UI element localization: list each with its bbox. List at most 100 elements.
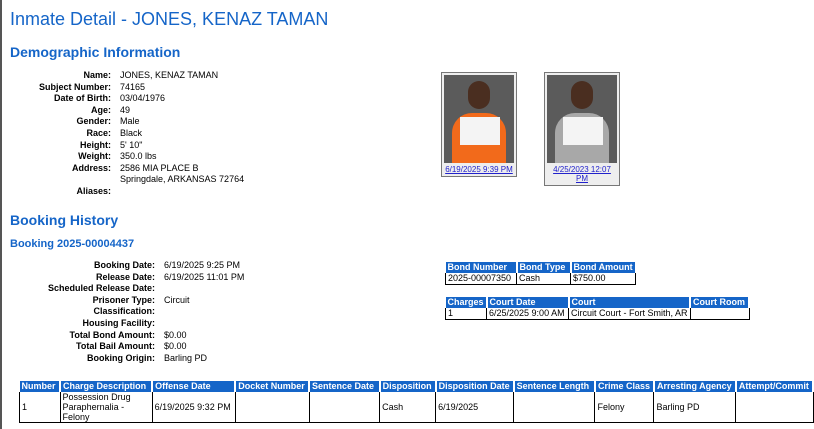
column-header: Court Date <box>486 297 570 308</box>
table-cell: Cash <box>516 273 571 285</box>
field-value: $0.00 <box>164 341 187 352</box>
column-header: Disposition <box>379 381 437 392</box>
column-header: Charge Description <box>60 381 154 392</box>
field-value: 2586 MIA PLACE B <box>120 162 199 173</box>
column-header: Sentence Length <box>513 381 596 392</box>
demographic-heading: Demographic Information <box>10 44 181 60</box>
table-cell: 1 <box>19 392 61 423</box>
photo-date-link[interactable]: 6/19/2025 9:39 PM <box>445 165 513 174</box>
table-cell: 6/25/2025 9:00 AM <box>486 308 570 320</box>
field-row: Classification: <box>0 306 244 318</box>
field-row: Height: 5' 10" <box>0 140 244 152</box>
column-header: Bond Number <box>445 262 518 273</box>
field-row: Aliases: <box>0 186 244 198</box>
bond-table: Bond Number Bond Type Bond Amount 2025-0000… <box>445 262 637 285</box>
column-header: Court <box>568 297 692 308</box>
field-value: 49 <box>120 104 131 115</box>
field-row: Gender: Male <box>0 116 244 128</box>
header-row: Bond Number Bond Type Bond Amount <box>445 262 637 273</box>
field-value-line2: Springdale, ARKANSAS 72764 <box>120 174 245 185</box>
field-label: Scheduled Release Date: <box>47 283 155 294</box>
booking-fields: Booking Date: 6/19/2025 9:25 PM Release Da… <box>0 260 244 364</box>
field-row: Total Bond Amount: $0.00 <box>0 330 244 342</box>
table-cell: 2025-00007350 <box>445 273 517 285</box>
field-row: Scheduled Release Date: <box>0 283 244 295</box>
column-header: Sentence Date <box>309 381 381 392</box>
field-value: Black <box>120 127 143 138</box>
photo-1[interactable]: 6/19/2025 9:39 PM <box>441 72 517 177</box>
column-header: Court Room <box>690 297 751 308</box>
mugshot-image <box>444 75 514 163</box>
field-label: Address: <box>71 162 111 173</box>
field-label: Prisoner Type: <box>92 294 155 305</box>
table-cell: 6/19/2025 <box>435 392 515 423</box>
column-header: Attempt/Commit <box>735 381 814 392</box>
column-header: Bond Amount <box>570 262 637 273</box>
field-value: 6/19/2025 9:25 PM <box>164 260 241 270</box>
field-value: JONES, KENAZ TAMAN <box>120 70 219 80</box>
field-label: Gender: <box>76 116 111 127</box>
field-value: 03/04/1976 <box>120 93 166 104</box>
field-row: Name: JONES, KENAZ TAMAN <box>0 70 244 82</box>
field-label: Classification: <box>93 306 155 317</box>
field-value: 6/19/2025 11:01 PM <box>164 271 245 282</box>
field-label: Age: <box>91 104 111 115</box>
field-value: 350.0 lbs <box>120 151 157 162</box>
column-header: Number <box>19 381 62 392</box>
table-cell <box>735 392 814 423</box>
column-header: Offense Date <box>152 381 237 392</box>
charges-table: Number Charge Description Offense Date Dock… <box>19 381 814 423</box>
table-cell: Cash <box>379 392 437 423</box>
table-row: 1 6/25/2025 9:00 AM Circuit Court - Fort S… <box>444 308 750 320</box>
field-label: Booking Date: <box>93 260 155 270</box>
table-cell: 6/19/2025 9:32 PM <box>151 392 236 423</box>
field-row: Weight: 350.0 lbs <box>0 151 244 163</box>
field-label: Name: <box>83 70 111 80</box>
table-cell: $750.00 <box>569 273 637 285</box>
column-header: Disposition Date <box>435 381 515 392</box>
field-row: Release Date: 6/19/2025 11:01 PM <box>0 272 244 284</box>
field-row: Booking Origin: Barling PD <box>0 353 244 365</box>
field-value: Male <box>120 116 140 127</box>
field-row: Race: Black <box>0 128 244 140</box>
field-row: Booking Date: 6/19/2025 9:25 PM <box>0 260 244 272</box>
column-header: Bond Type <box>516 262 572 273</box>
page-title: Inmate Detail - JONES, KENAZ TAMAN <box>10 9 329 29</box>
table-cell <box>308 392 381 423</box>
field-value: $0.00 <box>164 329 187 340</box>
court-table: Charges Court Date Court Court Room 1 6/25/20… <box>444 297 751 320</box>
field-label: Booking Origin: <box>87 352 155 363</box>
table-cell: 1 <box>444 308 488 320</box>
field-label: Weight: <box>78 151 111 162</box>
booking-history-heading: Booking History <box>10 212 119 228</box>
field-row: Address: 2586 MIA PLACE B Springdale, ARKA… <box>0 163 244 186</box>
field-label: Height: <box>80 139 111 150</box>
table-cell <box>689 308 750 320</box>
field-label: Total Bond Amount: <box>69 329 155 340</box>
field-label: Release Date: <box>95 271 155 282</box>
field-row: Housing Facility: <box>0 318 244 330</box>
table-cell: Possession Drug Paraphernalia - Felony <box>59 392 153 423</box>
table-row: 1 Possession Drug Paraphernalia - Felony 6… <box>19 392 814 423</box>
field-value: Circuit <box>164 294 190 305</box>
field-row: Age: 49 <box>0 105 244 117</box>
field-row: Date of Birth: 03/04/1976 <box>0 93 244 105</box>
table-cell: Circuit Court - Fort Smith, AR <box>568 308 691 320</box>
table-cell <box>234 392 310 423</box>
demographic-fields: Name: JONES, KENAZ TAMAN Subject Number: 74… <box>0 70 244 198</box>
field-row: Subject Number: 74165 <box>0 82 244 94</box>
table-row: 2025-00007350 Cash $750.00 <box>445 273 637 285</box>
field-value: 74165 <box>120 81 146 92</box>
field-row: Prisoner Type: Circuit <box>0 295 244 307</box>
field-label: Date of Birth: <box>54 93 111 104</box>
table-cell <box>513 392 596 423</box>
table-cell: Felony <box>594 392 655 423</box>
column-header: Charges <box>445 297 488 308</box>
header-row: Number Charge Description Offense Date Dock… <box>19 381 814 392</box>
field-label: Aliases: <box>76 185 111 196</box>
field-label: Subject Number: <box>38 81 111 92</box>
header-row: Charges Court Date Court Court Room <box>445 297 751 308</box>
photo-date-link[interactable]: 4/25/2023 12:07 PM <box>553 165 611 183</box>
photo-2[interactable]: 4/25/2023 12:07 PM <box>544 72 620 186</box>
column-header: Arresting Agency <box>653 381 737 392</box>
